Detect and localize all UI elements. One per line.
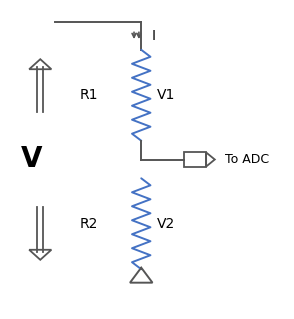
Text: R2: R2 xyxy=(80,217,98,231)
Text: V1: V1 xyxy=(157,88,175,102)
Text: To ADC: To ADC xyxy=(225,153,269,166)
Text: V2: V2 xyxy=(157,217,175,231)
Text: V: V xyxy=(21,145,42,174)
Text: R1: R1 xyxy=(80,88,98,102)
Text: I: I xyxy=(151,29,155,43)
